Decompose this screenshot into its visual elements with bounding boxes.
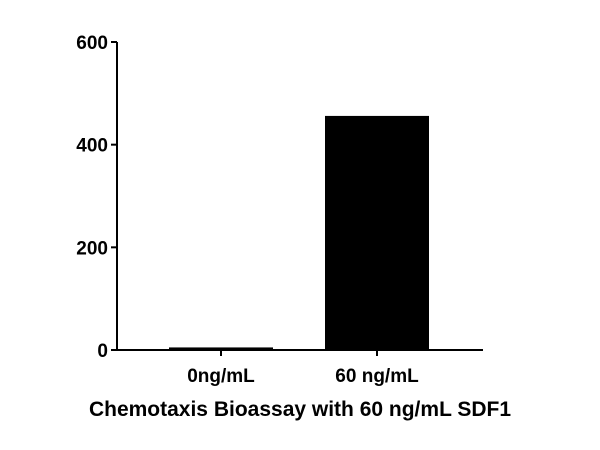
y-tick-label: 0 <box>97 341 108 362</box>
bar-chart: 0 200 400 600 0ng/mL 60 ng/mL <box>76 33 483 387</box>
y-tick-label: 600 <box>76 33 108 54</box>
x-tick-label: 0ng/mL <box>187 366 255 387</box>
bar <box>325 115 429 350</box>
y-tick-label: 400 <box>76 136 108 157</box>
x-tick-label: 60 ng/mL <box>335 366 419 387</box>
bar <box>169 347 273 350</box>
chart-title: Chemotaxis Bioassay with 60 ng/mL SDF1 <box>88 398 512 421</box>
y-tick-label: 200 <box>76 238 108 259</box>
